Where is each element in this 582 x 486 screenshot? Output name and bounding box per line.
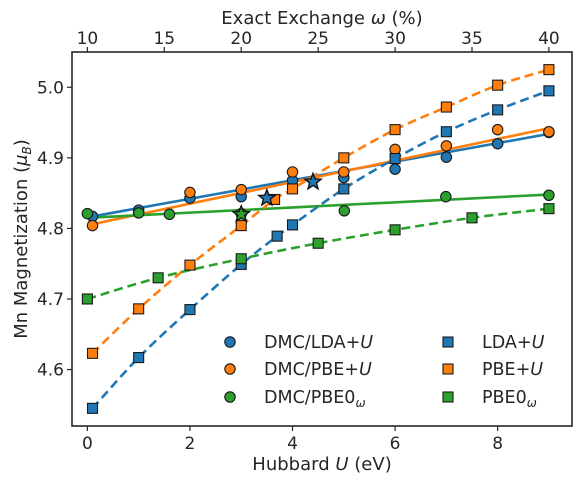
legend-marker-circle xyxy=(224,363,236,375)
x-top-tick-label: 20 xyxy=(230,29,252,49)
y-tick-label: 4.7 xyxy=(37,290,64,310)
data-point-square xyxy=(440,101,452,113)
star-marker xyxy=(303,171,323,191)
data-point-square xyxy=(133,352,145,364)
data-point-circle xyxy=(440,140,453,152)
data-point-square xyxy=(235,220,247,232)
data-point-square xyxy=(235,253,247,265)
data-point-square xyxy=(543,64,555,76)
legend-marker-square xyxy=(442,391,454,403)
dashed-fit-line xyxy=(91,68,550,355)
data-point-square xyxy=(184,259,196,271)
x-axis-top-label: Exact Exchange ω (%) xyxy=(221,8,422,29)
x-top-tick-label: 40 xyxy=(538,29,560,49)
data-point-square xyxy=(86,402,99,414)
x-top-tick-label: 30 xyxy=(384,29,406,49)
data-point-square xyxy=(312,237,324,249)
data-point-square xyxy=(543,85,555,97)
legend-label: LDA+U xyxy=(482,333,545,353)
data-point-square xyxy=(81,293,93,305)
data-point-circle xyxy=(81,207,94,220)
data-point-circle xyxy=(163,208,176,221)
fit-line xyxy=(92,126,550,226)
data-point-square xyxy=(389,224,401,236)
data-point-square xyxy=(86,347,99,359)
data-point-square xyxy=(286,183,299,195)
x-tick-label: 8 xyxy=(492,434,503,454)
x-tick-label: 6 xyxy=(390,434,401,454)
legend-label: DMC/LDA+U xyxy=(264,333,373,353)
data-point-square xyxy=(152,272,164,284)
x-tick-label: 4 xyxy=(287,434,298,454)
data-point-circle xyxy=(543,189,555,201)
dashed-fit-line xyxy=(87,207,550,301)
data-point-circle xyxy=(338,166,350,178)
x-top-tick-label: 35 xyxy=(461,29,483,49)
data-point-square xyxy=(440,126,452,138)
y-tick-label: 4.9 xyxy=(37,149,64,169)
x-top-tick-label: 25 xyxy=(307,29,329,49)
data-point-square xyxy=(389,153,401,165)
legend-marker-circle xyxy=(224,336,236,348)
data-point-circle xyxy=(543,125,555,138)
data-point-circle xyxy=(184,186,196,199)
star-marker xyxy=(256,187,277,207)
legend-label: DMC/PBE+U xyxy=(264,360,372,380)
data-point-square xyxy=(338,183,350,195)
fit-line xyxy=(87,193,549,220)
data-point-square xyxy=(543,203,555,215)
y-tick-label: 5.0 xyxy=(37,78,64,98)
y-tick-label: 4.6 xyxy=(37,361,64,381)
y-axis-label: Mn Magnetization (μB) xyxy=(11,139,34,339)
data-point-circle xyxy=(132,207,145,219)
data-point-circle xyxy=(86,219,99,232)
star-marker xyxy=(231,203,252,223)
data-point-square xyxy=(492,79,504,91)
x-tick-label: 2 xyxy=(185,434,196,454)
data-point-square xyxy=(184,304,196,316)
data-point-square xyxy=(286,219,299,231)
x-top-tick-label: 10 xyxy=(77,29,99,49)
data-point-square xyxy=(466,212,478,224)
data-point-circle xyxy=(389,163,401,175)
data-point-square xyxy=(492,104,504,116)
legend-label: PBE+U xyxy=(482,360,543,380)
data-point-circle xyxy=(440,190,452,203)
data-point-circle xyxy=(338,205,351,217)
legend: DMC/LDA+U DMC/PBE+U DMC/PBE0ω LDA+U PBE+U PBE… xyxy=(224,333,545,410)
data-point-circle xyxy=(286,166,299,178)
data-point-circle xyxy=(491,123,504,136)
data-point-square xyxy=(338,152,350,164)
legend-label: PBE0ω xyxy=(482,388,537,410)
legend-marker-square xyxy=(442,363,454,375)
data-point-circle xyxy=(235,183,247,196)
axis-ticks: 0 2 4 6 8 10 15 20 25 30 35 40 4.6 4.7 4.8 4.9 5.0 xyxy=(37,29,560,454)
y-tick-label: 4.8 xyxy=(37,219,64,239)
axes-frame xyxy=(71,51,573,427)
plot-area xyxy=(81,64,555,414)
data-point-square xyxy=(133,303,145,315)
data-point-circle xyxy=(491,137,504,150)
legend-label: DMC/PBE0ω xyxy=(264,388,366,410)
x-axis-label: Hubbard U (eV) xyxy=(252,454,391,475)
data-point-square xyxy=(271,230,283,242)
x-tick-label: 0 xyxy=(82,434,93,454)
x-top-tick-label: 15 xyxy=(153,29,175,49)
data-point-square xyxy=(389,124,401,136)
legend-marker-square xyxy=(442,336,454,348)
legend-marker-circle xyxy=(224,391,236,403)
data-point-circle xyxy=(440,151,453,163)
